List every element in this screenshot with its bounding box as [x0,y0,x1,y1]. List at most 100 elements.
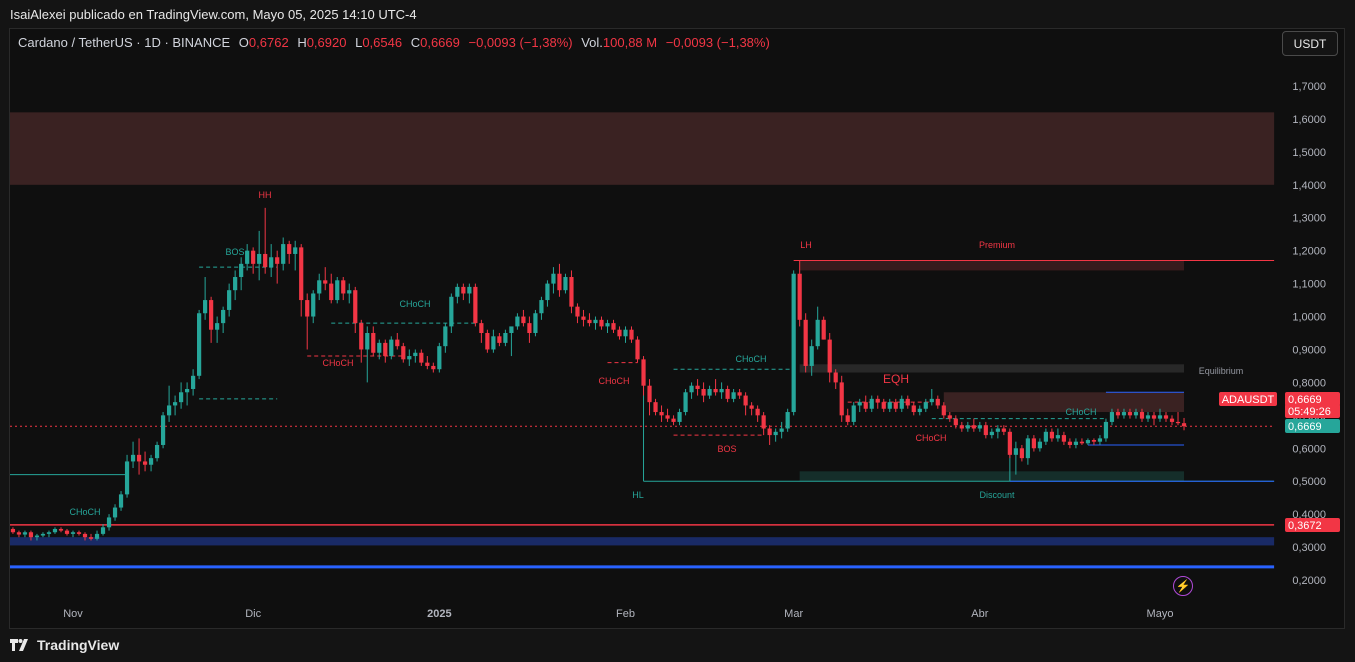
y-tick-label: 1,1000 [1292,279,1326,291]
candle-body [641,359,646,386]
x-tick-label: Feb [616,608,635,620]
candle-body [10,528,16,533]
candle-body [959,425,964,429]
tradingview-logo[interactable]: TradingView [10,637,119,653]
equilibrium-label: Equilibrium [1199,366,1244,376]
candle-body [275,257,280,264]
candle-body [299,247,304,301]
candle-body [851,405,856,422]
candle-body [479,323,484,333]
candle-body [1067,441,1073,445]
candle-body [665,415,670,419]
candle-body [725,388,730,399]
open-label: O [238,35,249,50]
y-tick-label: 1,7000 [1292,81,1326,93]
flash-icon[interactable]: ⚡ [1173,576,1193,596]
candle-body [761,415,766,429]
eqh-zone [943,392,1185,413]
candle-body [395,339,400,347]
candle-body [521,316,526,324]
candle-body [455,286,460,297]
bos-label: BOS [225,247,244,257]
candle-body [623,329,628,337]
candle-body [311,293,316,317]
candle-body [112,507,118,518]
candle-body [647,385,652,403]
lh-label: LH [800,240,812,250]
candle-body [1061,435,1067,442]
candle-body [539,300,544,314]
candle-body [94,533,100,539]
candle-body [257,253,262,264]
candle-body [515,316,520,327]
currency-button[interactable]: USDT [1282,31,1338,56]
candle-body [995,428,1000,432]
y-tick-label: 0,2000 [1292,575,1326,587]
candle-body [1049,431,1055,439]
x-tick-label: Mayo [1147,608,1174,620]
candle-body [773,431,778,436]
candle-body [767,428,772,436]
candle-body [671,418,676,422]
candle-body [485,333,490,350]
candle-body [653,402,658,413]
y-tick-label: 1,2000 [1292,246,1326,258]
candle-body [605,323,610,327]
candle-body [401,346,406,360]
candle-body [785,412,790,429]
symbol-legend: Cardano / TetherUS · 1D · BINANCE O0,676… [18,35,770,50]
choch-label: CHoCH [322,358,353,368]
candle-body [1109,412,1115,422]
candle-body [1013,448,1018,455]
candle-body [929,398,934,403]
candle-body [827,339,832,373]
candle-body [22,532,28,535]
tradingview-brand: TradingView [37,637,120,653]
price-badge [1285,518,1340,532]
candle-body [124,461,130,495]
candle-body [239,263,244,278]
candle-body [1139,412,1145,419]
price-badge-text: 0,6669 [1288,394,1322,406]
candle-body [233,277,238,291]
candle-body [491,336,496,350]
y-tick-label: 0,9000 [1292,344,1326,356]
candle-body [971,425,976,429]
candle-body [779,428,784,432]
candle-body [833,372,838,383]
symbol-name[interactable]: Cardano / TetherUS · 1D · BINANCE [18,35,231,50]
candle-body [1031,438,1036,449]
candle-body [106,517,112,528]
candle-body [977,425,982,429]
candle-body [305,300,310,317]
candle-body [371,333,376,353]
candle-body [557,273,562,291]
candle-body [689,385,694,393]
candle-body [923,402,928,409]
candle-body [749,405,754,409]
candle-body [46,532,52,534]
candle-body [545,283,550,301]
candle-body [683,392,688,413]
candle-body [1037,441,1042,449]
candle-body [527,323,532,333]
candle-body [203,300,208,314]
candle-body [659,412,664,416]
choch-label: CHoCH [69,507,100,517]
candle-body [1079,441,1085,444]
candle-body [581,316,586,320]
y-tick-label: 1,5000 [1292,147,1326,159]
change-value: −0,0093 (−1,38%) [468,35,573,50]
candle-body [209,300,214,330]
price-badge [1285,404,1340,418]
candle-body [983,425,988,436]
candle-body [1169,418,1175,422]
candle-body [40,533,46,536]
candle-body [1151,415,1157,419]
candle-body [563,277,568,291]
candle-body [353,290,358,324]
candle-body [935,398,940,406]
eqh-label: EQH [883,372,909,386]
blue-zone-low [10,537,1275,546]
